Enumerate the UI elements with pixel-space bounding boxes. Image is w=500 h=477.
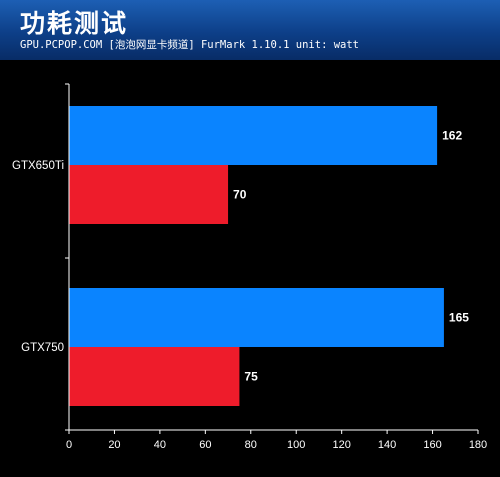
data-label-gtx650ti-s1: 162 bbox=[442, 129, 462, 143]
chart-subtitle: GPU.PCPOP.COM [泡泡网显卡频道] FurMark 1.10.1 u… bbox=[20, 39, 360, 51]
data-label-gtx650ti-s2: 70 bbox=[233, 188, 247, 202]
bar-gtx750-s1 bbox=[69, 288, 444, 347]
x-tick-label-0: 0 bbox=[66, 439, 72, 451]
category-label-gtx650ti: GTX650Ti bbox=[12, 160, 64, 172]
x-tick-label-80: 80 bbox=[245, 439, 257, 451]
data-label-gtx750-s2: 75 bbox=[244, 370, 258, 384]
bar-gtx650ti-s2 bbox=[69, 165, 229, 224]
x-tick-label-140: 140 bbox=[378, 439, 396, 451]
x-tick-label-120: 120 bbox=[332, 439, 350, 451]
category-label-gtx750: GTX750 bbox=[21, 342, 64, 354]
data-label-gtx750-s1: 165 bbox=[449, 311, 469, 325]
x-tick-label-40: 40 bbox=[154, 439, 166, 451]
x-tick-label-100: 100 bbox=[287, 439, 305, 451]
x-tick-label-180: 180 bbox=[469, 439, 487, 451]
x-tick-label-160: 160 bbox=[423, 439, 441, 451]
bar-gtx650ti-s1 bbox=[69, 106, 438, 165]
chart-title: 功耗测试 bbox=[20, 9, 129, 38]
x-tick-label-20: 20 bbox=[108, 439, 120, 451]
header-banner: 功耗测试 GPU.PCPOP.COM [泡泡网显卡频道] FurMark 1.1… bbox=[0, 0, 500, 60]
x-tick-label-60: 60 bbox=[199, 439, 211, 451]
bar-gtx750-s2 bbox=[69, 347, 240, 406]
